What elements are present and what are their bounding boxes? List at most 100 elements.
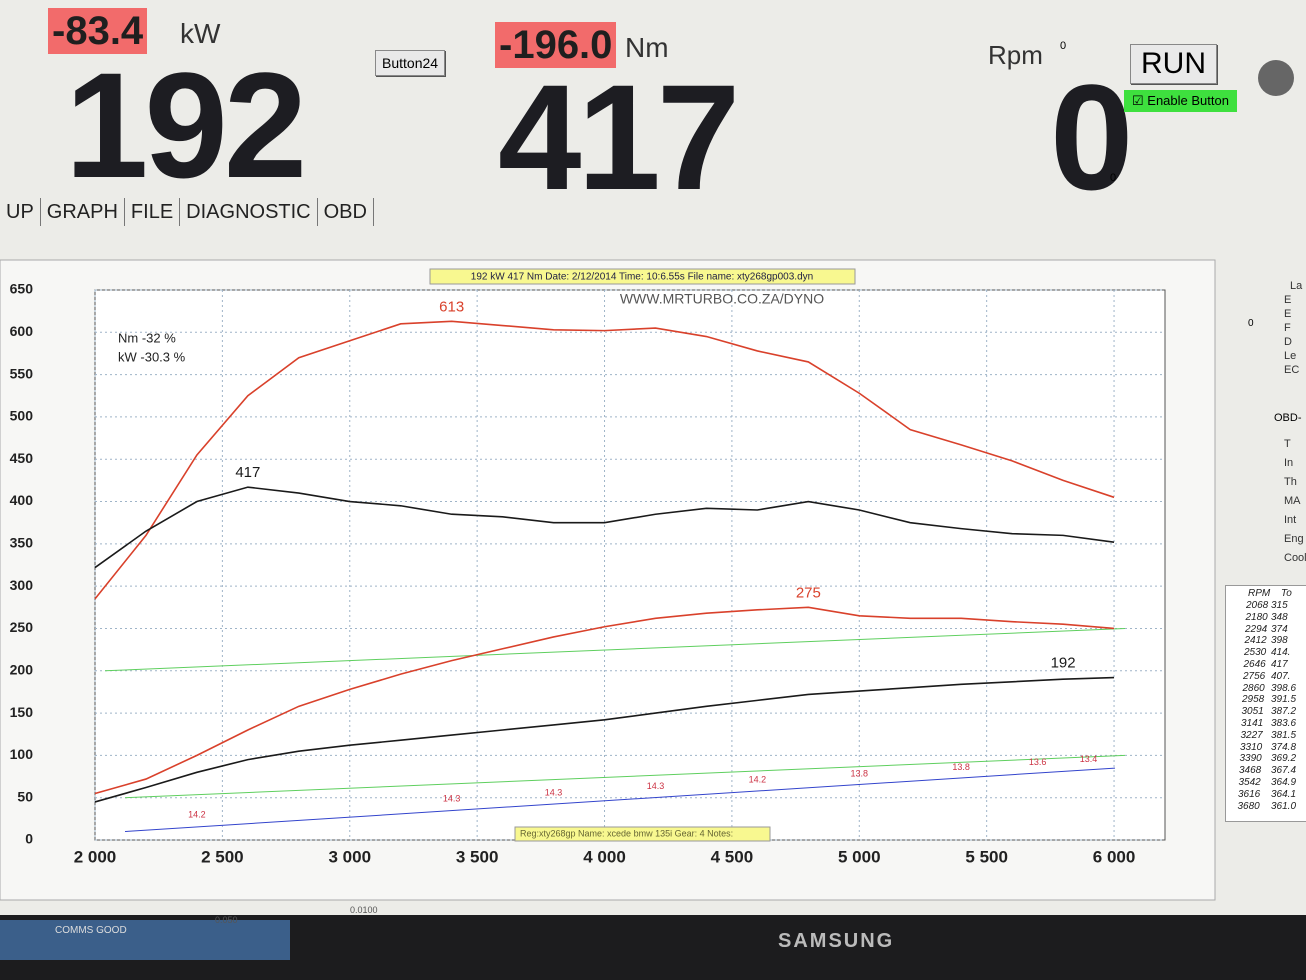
rpm-small: 0 <box>1110 172 1117 184</box>
table-cell: 2180 <box>1245 611 1268 623</box>
button24[interactable]: Button24 <box>375 50 446 76</box>
checkbox-label[interactable]: E <box>1284 308 1292 320</box>
tab[interactable]: OBD <box>318 198 374 226</box>
series-line <box>94 676 1115 803</box>
table-cell: 2646 <box>1243 659 1266 670</box>
reference-line <box>124 754 1126 799</box>
table-cell: 381.5 <box>1271 729 1297 741</box>
x-tick-label: 4 000 <box>583 847 626 866</box>
tab[interactable]: FILE <box>125 198 181 226</box>
afr-label: 14.2 <box>749 775 767 785</box>
table-cell: 398.6 <box>1271 682 1297 694</box>
y-tick-label: 0 <box>25 831 33 847</box>
rpm-small: 0 <box>1060 40 1067 52</box>
table-cell: 364.1 <box>1271 788 1297 800</box>
peak-label: 417 <box>235 464 260 481</box>
checkbox-label[interactable]: Le <box>1284 350 1297 362</box>
reference-line <box>104 627 1126 672</box>
info-bar: 192 kW 417 Nm Date: 2/12/2014 Time: 10:6… <box>471 272 813 283</box>
x-tick-label: 3 000 <box>328 847 371 866</box>
table-cell: 374.8 <box>1271 741 1297 753</box>
note: kW -30.3 % <box>118 349 186 364</box>
series-line <box>94 486 1115 569</box>
afr-label: 13.8 <box>851 768 869 778</box>
checkbox-label[interactable]: EC <box>1284 364 1300 376</box>
series-line <box>94 606 1115 795</box>
series-line <box>94 320 1115 600</box>
y-tick-label: 50 <box>17 788 33 804</box>
watermark: WWW.MRTURBO.CO.ZA/DYNO <box>620 291 824 307</box>
checkbox-label[interactable]: Th <box>1284 476 1297 488</box>
afr-label: 13.4 <box>1080 754 1098 764</box>
y-tick-label: 300 <box>10 577 34 593</box>
torque-unit: Nm <box>625 32 669 63</box>
note: Nm -32 % <box>118 330 176 345</box>
enable-checkbox[interactable]: ☑ Enable Button <box>1124 90 1237 112</box>
enable-label: Enable Button <box>1147 93 1229 108</box>
x-tick-label: 4 500 <box>711 847 754 866</box>
table-cell: 407. <box>1271 670 1291 682</box>
checkbox-label[interactable]: E <box>1284 294 1292 306</box>
table-cell: 348 <box>1271 611 1288 623</box>
power-unit: kW <box>180 18 221 49</box>
tab-bar: UP GRAPH FILE DIAGNOSTIC OBD <box>0 198 374 226</box>
table-cell: 3542 <box>1238 777 1261 788</box>
table-cell: 3680 <box>1237 800 1260 812</box>
info-bar-bg <box>429 268 856 285</box>
afr-label: 14.3 <box>443 794 461 804</box>
group-label: OBD- <box>1274 412 1302 424</box>
status-value: 0.050 <box>215 915 238 925</box>
peak-label: 613 <box>439 298 464 315</box>
y-tick-label: 100 <box>10 746 34 762</box>
run-button[interactable]: RUN <box>1130 44 1217 84</box>
table-cell: 391.5 <box>1271 694 1297 706</box>
peak-label: 275 <box>796 584 821 601</box>
x-tick-label: 6 000 <box>1093 847 1136 866</box>
checkbox-label[interactable]: MA <box>1284 495 1301 507</box>
afr-label: 14.3 <box>647 781 665 791</box>
tab[interactable]: GRAPH <box>41 198 125 226</box>
table-cell: 3227 <box>1240 729 1263 741</box>
table-cell: 2294 <box>1245 623 1268 635</box>
table-cell: 414. <box>1271 647 1291 659</box>
power-delta: -83.4 <box>48 8 148 54</box>
indicator <box>1258 60 1294 96</box>
table-cell: 2068 <box>1246 600 1269 611</box>
afr-line <box>124 767 1116 833</box>
footer-bg <box>514 826 771 842</box>
checkbox-label[interactable]: Eng <box>1284 533 1304 545</box>
x-tick-label: 2 500 <box>201 847 244 866</box>
checkbox-label[interactable]: Cool <box>1284 552 1306 564</box>
taskbar <box>0 920 290 960</box>
checkbox-label[interactable]: T <box>1284 438 1291 450</box>
rpm-label: Rpm <box>988 40 1043 70</box>
y-tick-label: 200 <box>10 661 34 677</box>
chart: 0 50 100 150 200 250 300 350 400 450 500 550 600 650 2… <box>0 259 1216 901</box>
checkbox-label[interactable]: D <box>1284 336 1292 348</box>
checkbox-label[interactable]: Int <box>1284 514 1297 526</box>
table-cell: 2412 <box>1244 635 1267 647</box>
table-cell: 383.6 <box>1271 718 1297 729</box>
rpm-value: 0 <box>1050 53 1133 221</box>
checkbox-label[interactable]: La <box>1290 280 1303 292</box>
table-cell: 417 <box>1271 659 1288 670</box>
torque-value: 417 <box>498 53 740 221</box>
data-table: RPM To 2068 315 2180 348 2294 374 2412 398 2530 414… <box>1225 585 1306 822</box>
brand: SAMSUNG <box>778 930 895 952</box>
x-tick-label: 5 500 <box>965 847 1008 866</box>
table-cell: 3310 <box>1240 741 1263 753</box>
checkbox-label[interactable]: In <box>1284 457 1294 469</box>
y-tick-label: 450 <box>10 450 34 466</box>
plot-area <box>94 289 1166 841</box>
tab[interactable]: DIAGNOSTIC <box>180 198 318 226</box>
y-tick-label: 600 <box>10 323 34 339</box>
table-cell: 367.4 <box>1271 765 1297 777</box>
table-cell: 3616 <box>1238 788 1261 800</box>
y-tick-label: 500 <box>10 408 34 424</box>
table-cell: 2756 <box>1243 670 1266 682</box>
checkbox-label[interactable]: F <box>1284 322 1291 334</box>
tab[interactable]: UP <box>0 198 41 226</box>
table-cell: 3051 <box>1241 706 1264 718</box>
afr-label: 14.2 <box>188 810 206 820</box>
